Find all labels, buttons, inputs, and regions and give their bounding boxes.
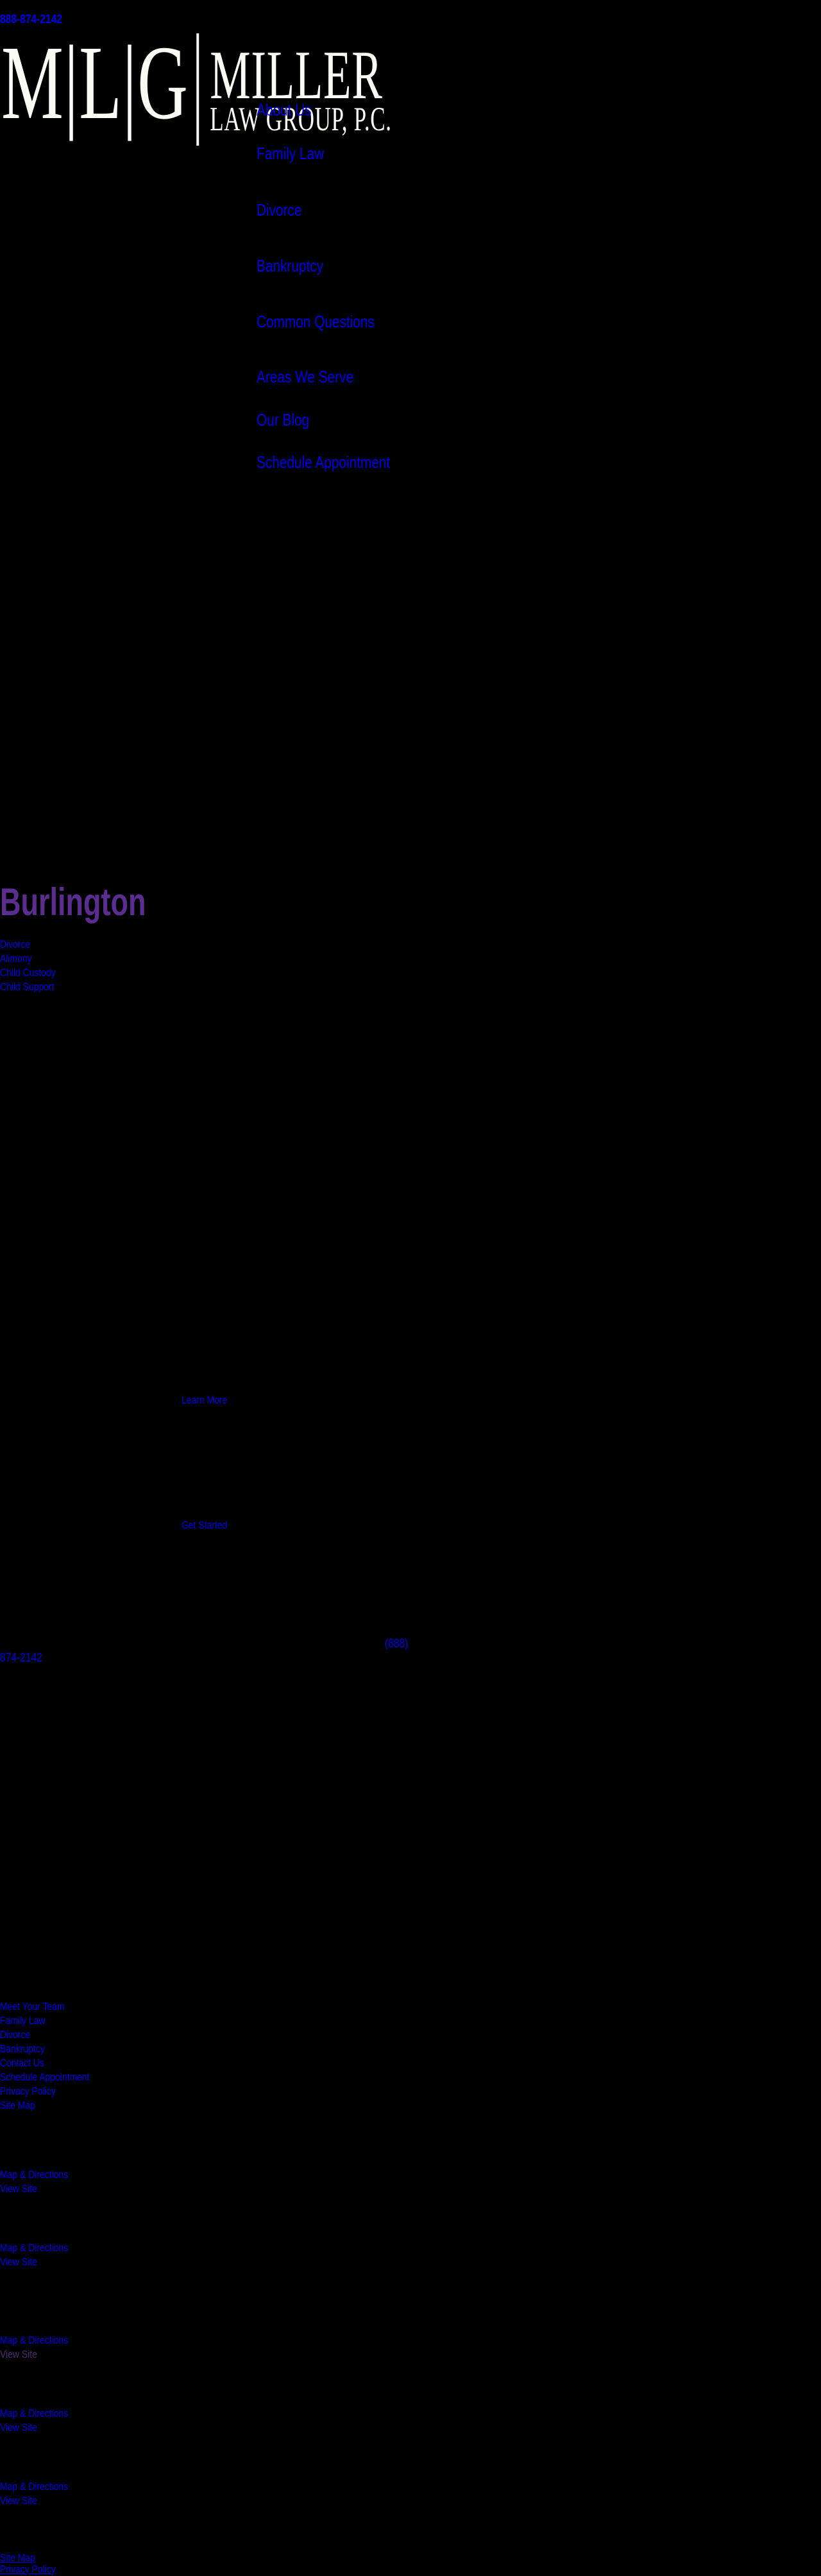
footer-link-divorce[interactable]: Divorce: [0, 2029, 31, 2041]
footer-link-privacy-policy[interactable]: Privacy Policy: [0, 2085, 56, 2097]
list-item: Privacy Policy: [0, 2084, 109, 2099]
footer-link-family-law[interactable]: Family Law: [0, 2014, 46, 2027]
city-link-child-custody[interactable]: Child Custody: [0, 966, 56, 979]
footer-link-schedule-appointment[interactable]: Schedule Appointment: [0, 2071, 90, 2083]
header-phone-text: 888-874-2142: [0, 13, 63, 26]
list-item: Divorce: [0, 2028, 109, 2042]
city-link-divorce[interactable]: Divorce: [0, 938, 31, 950]
learn-more-link[interactable]: Learn More: [182, 1394, 237, 1407]
nav-item-areas-we-serve[interactable]: Areas We Serve: [257, 368, 378, 385]
view-site-link[interactable]: View Site: [0, 2421, 37, 2434]
view-site-link[interactable]: View Site: [0, 2256, 37, 2268]
list-item: Meet Your Team: [0, 2000, 109, 2014]
list-item: Alimony: [0, 952, 68, 966]
list-item: Schedule Appointment: [0, 2070, 109, 2084]
footer-link-contact-us[interactable]: Contact Us: [0, 2057, 44, 2069]
nav-item-schedule-appointment-label: Schedule Appointment: [257, 452, 391, 472]
header-phone-link[interactable]: 888-874-2142: [0, 13, 76, 28]
get-started-label: Get Started: [182, 1519, 228, 1531]
list-item: Child Custody: [0, 966, 68, 980]
map-directions-link[interactable]: Map & Directions: [0, 2242, 69, 2254]
list-item: Family Law: [0, 2014, 109, 2028]
map-directions-link[interactable]: Map & Directions: [0, 2480, 69, 2493]
footer-link-bankruptcy[interactable]: Bankruptcy: [0, 2043, 45, 2055]
office-group: Map & Directions View Site: [0, 2407, 83, 2435]
nav-item-about-us[interactable]: About Us: [257, 101, 325, 118]
nav-item-our-blog-label: Our Blog: [257, 410, 310, 429]
logo-firm-subtitle: LAW GROUP, P.C.: [210, 101, 392, 138]
nav-item-family-law[interactable]: Family Law: [257, 145, 341, 162]
bottom-site-map-link[interactable]: Site Map: [0, 2552, 36, 2564]
city-link-alimony[interactable]: Alimony: [0, 952, 32, 965]
body-phone-link-line1[interactable]: (888): [385, 1637, 409, 1651]
get-started-link[interactable]: Get Started: [182, 1519, 237, 1532]
map-directions-link[interactable]: Map & Directions: [0, 2168, 69, 2181]
site-logo[interactable]: M|L|G MILLER LAW GROUP, P.C.: [1, 30, 392, 146]
footer-link-meet-your-team[interactable]: Meet Your Team: [0, 2000, 65, 2013]
office-group: Map & Directions View Site: [0, 2480, 83, 2508]
map-directions-link[interactable]: Map & Directions: [0, 2407, 69, 2419]
logo-wordmark: MILLER LAW GROUP, P.C.: [210, 41, 391, 137]
nav-item-common-questions-label: Common Questions: [257, 312, 375, 331]
nav-item-family-law-label: Family Law: [257, 144, 325, 163]
nav-item-common-questions[interactable]: Common Questions: [257, 313, 404, 330]
nav-item-bankruptcy-label: Bankruptcy: [257, 256, 324, 275]
list-item: Child Support: [0, 980, 68, 994]
city-link-child-support[interactable]: Child Support: [0, 981, 55, 993]
bottom-privacy-policy-link[interactable]: Privacy Policy: [0, 2563, 56, 2575]
nav-item-divorce-label: Divorce: [257, 200, 302, 219]
city-heading: Burlington: [0, 880, 146, 923]
logo-firm-name: MILLER: [210, 37, 383, 114]
nav-item-divorce[interactable]: Divorce: [257, 202, 313, 218]
office-group: Map & Directions View Site: [0, 2168, 83, 2196]
view-site-link[interactable]: View Site: [0, 2348, 37, 2360]
body-phone-link-line2[interactable]: 874-2142: [0, 1651, 42, 1665]
city-links-list: Divorce Alimony Child Custody Child Supp…: [0, 938, 68, 994]
nav-item-areas-we-serve-label: Areas We Serve: [257, 367, 354, 386]
list-item: Divorce: [0, 938, 68, 952]
view-site-link[interactable]: View Site: [0, 2183, 37, 2195]
nav-item-our-blog[interactable]: Our Blog: [257, 411, 323, 428]
view-site-link[interactable]: View Site: [0, 2494, 37, 2507]
footer-links-list: Meet Your Team Family Law Divorce Bankru…: [0, 2000, 109, 2113]
nav-item-bankruptcy[interactable]: Bankruptcy: [257, 257, 340, 274]
office-group: Map & Directions View Site: [0, 2241, 83, 2269]
list-item: Site Map: [0, 2099, 109, 2113]
learn-more-label: Learn More: [182, 1394, 228, 1406]
logo-divider-bar: [196, 33, 199, 146]
list-item: Contact Us: [0, 2056, 109, 2070]
footer-link-site-map[interactable]: Site Map: [0, 2099, 36, 2111]
logo-monogram: M|L|G: [1, 24, 189, 141]
map-directions-link[interactable]: Map & Directions: [0, 2334, 69, 2346]
nav-item-schedule-appointment[interactable]: Schedule Appointment: [257, 454, 423, 470]
nav-item-about-us-label: About Us: [257, 100, 312, 119]
office-group: Map & Directions View Site: [0, 2333, 83, 2362]
list-item: Bankruptcy: [0, 2042, 109, 2056]
